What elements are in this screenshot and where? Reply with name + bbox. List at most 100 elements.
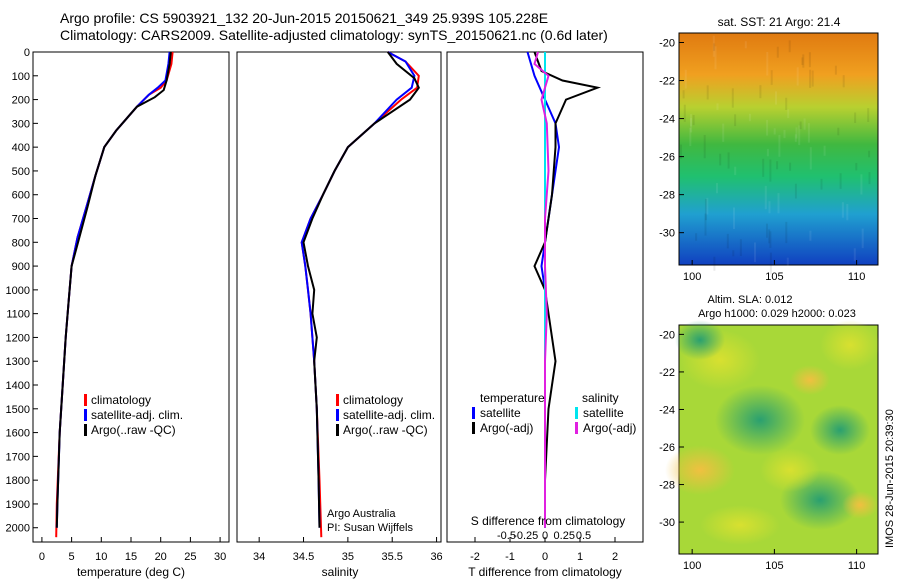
argo-australia-note: Argo Australia xyxy=(327,508,396,520)
lat-tick-label: -30 xyxy=(659,517,675,529)
depth-tick-label: 1000 xyxy=(6,285,30,297)
depth-tick-label: 1900 xyxy=(6,499,30,511)
sst-texture-streak xyxy=(868,150,871,158)
sst-texture-streak xyxy=(802,54,805,68)
sla-anomaly-blob xyxy=(760,448,820,492)
sst-texture-streak xyxy=(801,57,804,65)
depth-tick-label: 1700 xyxy=(6,451,30,463)
series-line-argo-raw-qc- xyxy=(302,51,420,528)
x-tick-label: 25 xyxy=(184,551,196,563)
legend-swatch-temp-argo xyxy=(472,422,475,434)
depth-tick-label: 1300 xyxy=(6,356,30,368)
lon-tick-label: 105 xyxy=(765,271,783,283)
sst-texture-streak xyxy=(769,159,772,182)
sst-texture-streak xyxy=(692,115,695,126)
sst-texture-streak xyxy=(716,103,719,110)
sst-texture-streak xyxy=(860,174,863,195)
depth-tick-label: 600 xyxy=(12,190,30,202)
depth-tick-label: 0 xyxy=(24,47,30,59)
sst-texture-streak xyxy=(773,128,776,135)
imos-timestamp: IMOS 28-Jun-2015 20:39:30 xyxy=(884,409,896,548)
salinity-panel: 34 34.5 35 35.5 36 climatology satellite-adj… xyxy=(236,51,443,579)
sla-anomaly-blob xyxy=(842,491,878,519)
sla-anomaly-blob xyxy=(790,365,830,395)
lat-tick-label: -26 xyxy=(659,152,675,164)
sst-texture-streak xyxy=(762,158,765,177)
sst-texture-streak xyxy=(684,69,687,89)
x-tick-label: 10 xyxy=(95,551,107,563)
sst-texture-streak xyxy=(768,229,771,244)
sla-anomaly-blob xyxy=(665,445,735,495)
sst-texture-streak xyxy=(732,250,735,257)
x-tick-label: 0 xyxy=(39,551,45,563)
lon-tick-label: 100 xyxy=(683,560,701,572)
sst-texture-streak xyxy=(759,85,762,99)
sst-texture-streak xyxy=(689,127,692,147)
lat-tick-label: -22 xyxy=(659,367,675,379)
salinity-plot-frame xyxy=(236,51,442,543)
sst-texture-streak xyxy=(853,248,856,262)
sst-texture-streak xyxy=(764,185,767,210)
sst-texture-streak xyxy=(683,104,686,122)
sst-texture-streak xyxy=(808,52,811,68)
sst-texture-streak xyxy=(770,70,773,85)
sst-texture-streak xyxy=(839,173,842,189)
sst-texture-streak xyxy=(754,242,756,263)
salinity-axis-label: salinity xyxy=(322,565,359,579)
sst-texture-streak xyxy=(855,162,858,171)
legend-label-climatology: climatology xyxy=(91,393,151,407)
sst-texture-streak xyxy=(714,46,717,70)
series-line-climatology xyxy=(55,51,174,538)
legend-title-salinity: salinity xyxy=(582,391,619,405)
sst-texture-streak xyxy=(695,233,698,241)
sla-anomaly-blob xyxy=(700,505,780,545)
s-tick-label: 0 xyxy=(542,530,548,542)
lat-tick-label: -28 xyxy=(659,190,675,202)
sla-anomaly-blob xyxy=(820,320,880,370)
x-tick-label: 36 xyxy=(430,551,442,563)
t-difference-label: T difference from climatology xyxy=(468,565,622,579)
pi-note: PI: Susan Wijffels xyxy=(327,522,413,534)
sst-texture-streak xyxy=(785,97,788,110)
legend-swatch-sal-argo xyxy=(575,422,578,434)
x-tick-label: 0 xyxy=(542,551,548,563)
sla-map-title-2: Argo h1000: 0.029 h2000: 0.023 xyxy=(698,308,856,320)
sst-texture-streak xyxy=(719,153,722,166)
sst-texture-streak xyxy=(766,148,769,157)
x-tick-label: 5 xyxy=(69,551,75,563)
sst-texture-streak xyxy=(769,231,772,248)
sst-texture-streak xyxy=(734,114,737,127)
sla-anomaly-blob xyxy=(715,385,805,455)
sla-map: Altim. SLA: 0.012 Argo h1000: 0.029 h200… xyxy=(659,294,880,572)
header-line-1: Argo profile: CS 5903921_132 20-Jun-2015… xyxy=(60,10,549,26)
sst-texture-streak xyxy=(722,123,725,142)
depth-tick-label: 1500 xyxy=(6,404,30,416)
lon-tick-label: 110 xyxy=(848,560,866,572)
depth-tick-label: 2000 xyxy=(6,523,30,535)
sst-texture-streak xyxy=(766,119,769,136)
depth-tick-label: 100 xyxy=(12,71,30,83)
x-tick-label: 35 xyxy=(342,551,354,563)
sst-texture-streak xyxy=(690,114,692,127)
sst-texture-streak xyxy=(807,123,810,143)
depth-tick-label: 300 xyxy=(12,118,30,130)
sst-texture-streak xyxy=(834,65,837,75)
legend-title-temperature: temperature xyxy=(480,391,545,405)
lat-tick-label: -26 xyxy=(659,442,675,454)
x-tick-label: 20 xyxy=(155,551,167,563)
legend-swatch-climatology xyxy=(336,394,339,406)
lat-tick-label: -28 xyxy=(659,480,675,492)
lon-tick-label: 100 xyxy=(683,271,701,283)
sla-map-anomalies xyxy=(665,320,880,545)
legend-label-temp-argo: Argo(-adj) xyxy=(480,421,533,435)
x-tick-label: 35.5 xyxy=(382,551,403,563)
difference-series xyxy=(526,51,602,528)
legend-label-temp-satellite: satellite xyxy=(480,406,521,420)
sst-texture-streak xyxy=(712,35,715,57)
sst-texture-streak xyxy=(789,162,792,171)
sst-texture-streak xyxy=(713,256,716,271)
temperature-x-axis: 0 5 10 15 20 25 30 xyxy=(39,537,226,563)
salinity-series xyxy=(300,51,420,538)
x-tick-label: 15 xyxy=(125,551,137,563)
depth-tick-label: 1600 xyxy=(6,428,30,440)
